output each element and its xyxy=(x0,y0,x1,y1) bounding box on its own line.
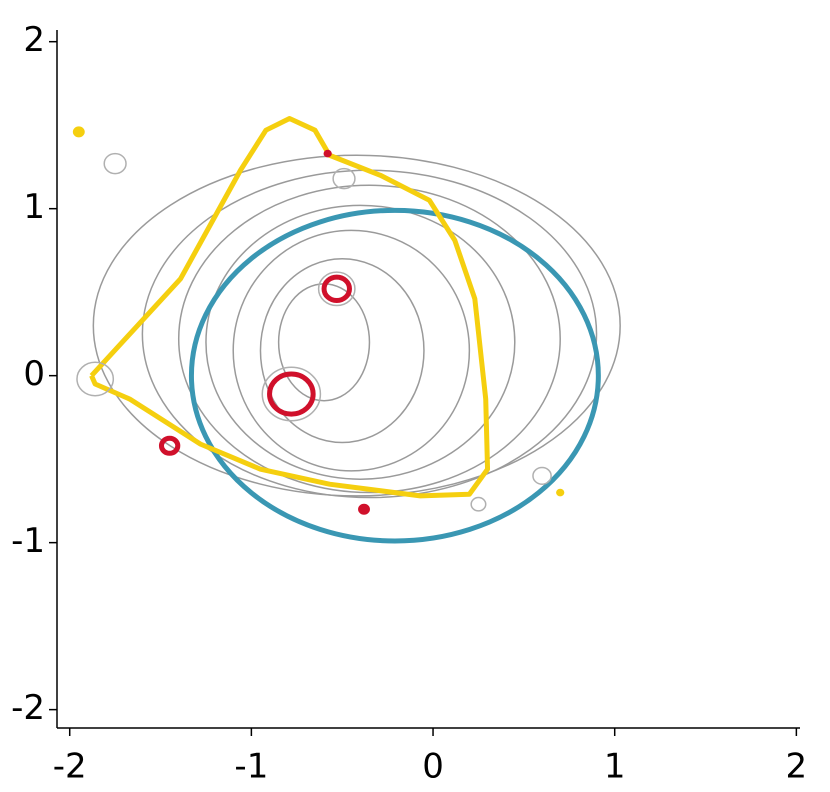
fit-ellipse xyxy=(188,207,601,544)
point xyxy=(470,496,487,512)
x-tick-label: -2 xyxy=(53,747,87,787)
point xyxy=(317,271,356,307)
point xyxy=(158,435,181,456)
y-tick-label: -1 xyxy=(11,521,45,561)
point xyxy=(532,466,552,485)
point xyxy=(261,366,322,422)
point xyxy=(358,503,370,515)
point xyxy=(556,488,565,497)
x-tick-label: 0 xyxy=(422,747,444,787)
point xyxy=(76,361,115,397)
contour xyxy=(259,258,425,444)
contour xyxy=(177,184,561,494)
y-tick-label: 2 xyxy=(23,20,45,60)
contour xyxy=(205,204,516,480)
point xyxy=(103,152,127,175)
point xyxy=(332,167,356,190)
y-tick-label: 0 xyxy=(23,354,45,394)
x-tick-label: 1 xyxy=(604,747,626,787)
point xyxy=(267,371,316,417)
boundary-curve xyxy=(89,116,491,499)
contour xyxy=(232,229,471,472)
point xyxy=(323,149,332,158)
point xyxy=(321,274,352,304)
y-tick-label: 1 xyxy=(23,187,45,227)
point xyxy=(72,126,85,138)
y-tick-label: -2 xyxy=(11,688,45,728)
x-tick-label: -1 xyxy=(234,747,268,787)
x-tick-label: 2 xyxy=(786,747,808,787)
contour xyxy=(92,154,621,497)
